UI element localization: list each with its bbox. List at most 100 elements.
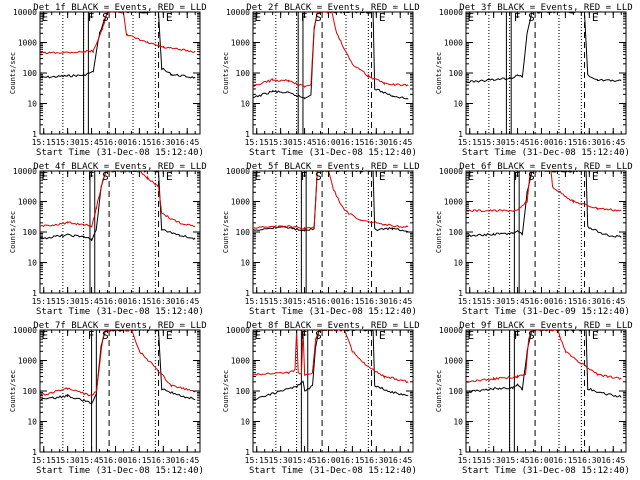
y-tick-label: 10 [240, 100, 250, 109]
marker-label: F [514, 170, 521, 183]
plot-title: Det 4f BLACK = Events, RED = LLD [33, 162, 206, 172]
marker-label: E [166, 11, 173, 24]
series-line-lld [40, 171, 196, 228]
x-tick-label: 15:30 [56, 138, 80, 147]
series-line-lld [40, 330, 196, 397]
marker-label: S [528, 170, 535, 183]
x-tick-label: 16:00 [316, 456, 340, 465]
plot-title: Det 1f BLACK = Events, RED = LLD [33, 3, 206, 13]
marker-label: S [102, 170, 109, 183]
y-axis-label: Counts/sec [435, 211, 443, 253]
y-tick-label: 100 [236, 228, 251, 237]
y-tick-label: 10000 [13, 8, 37, 17]
x-axis-label: Start Time (31-Dec-08 15:12:40) [249, 466, 417, 476]
x-tick-label: 15:15 [245, 138, 269, 147]
y-tick-label: 1 [245, 448, 250, 457]
x-tick-label: 16:30 [151, 456, 175, 465]
y-tick-label: 1 [458, 130, 463, 139]
x-tick-label: 15:30 [269, 138, 293, 147]
panel-det-6: 1 10 100 1000 10000 15:15 15:30 15:45 16:00 16:15… [435, 162, 633, 317]
panel-det-1: 1 10 100 1000 10000 15:15 15:30 15:45 16:00 16:15… [9, 3, 207, 158]
y-tick-label: 100 [23, 387, 38, 396]
y-tick-label: 100 [23, 69, 38, 78]
x-tick-label: 16:30 [364, 138, 388, 147]
plot-area [40, 171, 196, 293]
x-tick-label: 16:45 [175, 138, 199, 147]
series-line-events [466, 330, 622, 398]
marker-label: F [301, 11, 308, 24]
series-line-events [253, 12, 409, 100]
y-tick-label: 1000 [444, 198, 463, 207]
y-tick-label: 10000 [226, 326, 250, 335]
plot-frame [252, 11, 414, 135]
x-tick-label: 16:30 [577, 456, 601, 465]
plot-area [466, 330, 622, 452]
y-tick-label: 10 [27, 259, 37, 268]
marker-label: E [42, 170, 49, 183]
x-tick-label: 16:45 [388, 297, 412, 306]
plot-title: Det 3f BLACK = Events, RED = LLD [459, 3, 632, 13]
panel-det-2: 1 10 100 1000 10000 15:15 15:30 15:45 16:00 16:15… [222, 3, 420, 158]
marker-label: E [468, 170, 475, 183]
y-tick-label: 1000 [18, 357, 37, 366]
plot-title: Det 9f BLACK = Events, RED = LLD [459, 321, 632, 331]
x-tick-label: 16:15 [127, 456, 151, 465]
marker-label: F [514, 329, 521, 342]
x-tick-label: 15:15 [245, 456, 269, 465]
marker-label: E [468, 11, 475, 24]
y-tick-label: 10000 [439, 167, 463, 176]
y-axis-label: Counts/sec [222, 211, 230, 253]
marker-label: F [301, 329, 308, 342]
x-axis-label: Start Time (31-Dec-08 15:12:40) [36, 148, 204, 158]
series-line-lld [466, 171, 622, 213]
x-tick-label: 16:15 [340, 456, 364, 465]
x-tick-label: 16:30 [577, 138, 601, 147]
marker-label: S [102, 11, 109, 24]
y-axis-label: Counts/sec [222, 52, 230, 94]
x-tick-label: 16:30 [364, 297, 388, 306]
x-tick-label: 15:15 [458, 138, 482, 147]
x-tick-label: 16:00 [103, 297, 127, 306]
marker-label: S [528, 11, 535, 24]
x-axis-label: Start Time (31-Dec-09 15:12:40) [462, 307, 630, 317]
x-tick-label: 15:45 [293, 297, 317, 306]
x-tick-label: 16:15 [553, 297, 577, 306]
marker-label: E [379, 170, 386, 183]
plot-area [40, 12, 196, 134]
y-tick-label: 1000 [18, 39, 37, 48]
plot-frame [465, 170, 627, 294]
x-tick-label: 15:15 [458, 297, 482, 306]
panel-det-5: 1 10 100 1000 10000 15:15 15:30 15:45 16:00 16:15… [222, 162, 420, 317]
x-tick-label: 16:30 [151, 138, 175, 147]
marker-label: E [592, 170, 599, 183]
y-tick-label: 10000 [439, 8, 463, 17]
y-tick-label: 10 [453, 100, 463, 109]
series-line-events [466, 171, 622, 238]
panel-det-7: 1 10 100 1000 10000 15:15 15:30 15:45 16:00 16:15… [9, 321, 207, 476]
y-axis-label: Counts/sec [9, 370, 17, 412]
y-tick-label: 1000 [444, 357, 463, 366]
x-tick-label: 15:15 [32, 138, 56, 147]
series-line-lld [40, 12, 196, 55]
y-tick-label: 1000 [444, 39, 463, 48]
y-tick-label: 1 [245, 289, 250, 298]
y-tick-label: 10 [240, 418, 250, 427]
x-tick-label: 15:30 [269, 456, 293, 465]
plot-frame [39, 11, 201, 135]
x-tick-label: 15:45 [80, 456, 104, 465]
y-tick-label: 10000 [226, 167, 250, 176]
plot-frame [465, 11, 627, 135]
plot-frame [39, 170, 201, 294]
x-tick-label: 16:00 [316, 297, 340, 306]
series-line-events [40, 171, 196, 242]
panel-det-9: 1 10 100 1000 10000 15:15 15:30 15:45 16:00 16:15… [435, 321, 633, 476]
plot-frame [465, 329, 627, 453]
x-tick-label: 15:15 [32, 297, 56, 306]
y-axis-label: Counts/sec [435, 52, 443, 94]
y-tick-label: 10000 [439, 326, 463, 335]
series-line-events [466, 12, 622, 84]
x-tick-label: 16:00 [529, 456, 553, 465]
y-tick-label: 1 [458, 289, 463, 298]
x-tick-label: 16:45 [175, 297, 199, 306]
x-tick-label: 16:45 [601, 138, 625, 147]
